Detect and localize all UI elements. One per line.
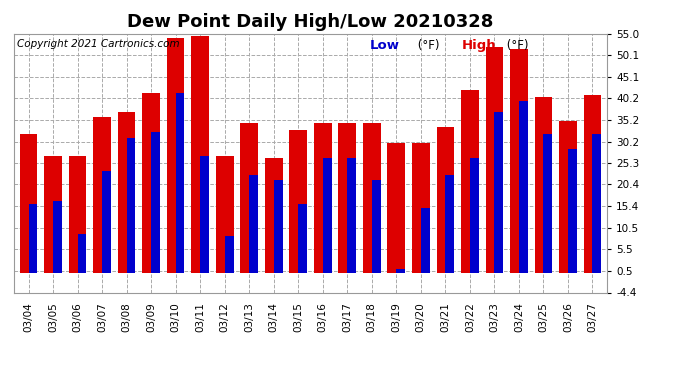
Bar	[421, 208, 430, 273]
Bar	[568, 149, 577, 273]
Bar	[372, 180, 381, 273]
Bar	[142, 93, 160, 273]
Bar	[544, 134, 552, 273]
Text: Copyright 2021 Cartronics.com: Copyright 2021 Cartronics.com	[17, 39, 179, 49]
Text: High: High	[462, 39, 496, 52]
Bar	[240, 123, 258, 273]
Text: (°F): (°F)	[504, 39, 529, 52]
Bar	[289, 130, 307, 273]
Bar	[412, 142, 430, 273]
Bar	[470, 158, 479, 273]
Bar	[584, 95, 601, 273]
Bar	[200, 156, 209, 273]
Bar	[314, 123, 332, 273]
Text: Low: Low	[370, 39, 400, 52]
Bar	[28, 204, 37, 273]
Bar	[274, 180, 282, 273]
Bar	[559, 121, 577, 273]
Bar	[323, 158, 332, 273]
Bar	[249, 176, 258, 273]
Bar	[461, 90, 479, 273]
Bar	[216, 156, 233, 273]
Bar	[151, 132, 160, 273]
Bar	[593, 134, 601, 273]
Bar	[339, 123, 356, 273]
Bar	[347, 158, 356, 273]
Bar	[44, 156, 62, 273]
Bar	[126, 138, 135, 273]
Bar	[535, 97, 552, 273]
Bar	[225, 236, 233, 273]
Bar	[93, 117, 111, 273]
Bar	[53, 201, 62, 273]
Bar	[388, 142, 405, 273]
Bar	[519, 101, 528, 273]
Bar	[118, 112, 135, 273]
Bar	[20, 134, 37, 273]
Bar	[265, 158, 282, 273]
Bar	[363, 123, 381, 273]
Bar	[191, 36, 209, 273]
Title: Dew Point Daily High/Low 20210328: Dew Point Daily High/Low 20210328	[128, 13, 493, 31]
Bar	[167, 38, 184, 273]
Bar	[445, 176, 454, 273]
Bar	[69, 156, 86, 273]
Text: (°F): (°F)	[415, 39, 440, 52]
Bar	[495, 112, 503, 273]
Bar	[298, 204, 307, 273]
Bar	[510, 49, 528, 273]
Bar	[77, 234, 86, 273]
Bar	[176, 93, 184, 273]
Bar	[437, 128, 454, 273]
Bar	[486, 47, 503, 273]
Bar	[396, 269, 405, 273]
Bar	[102, 171, 111, 273]
